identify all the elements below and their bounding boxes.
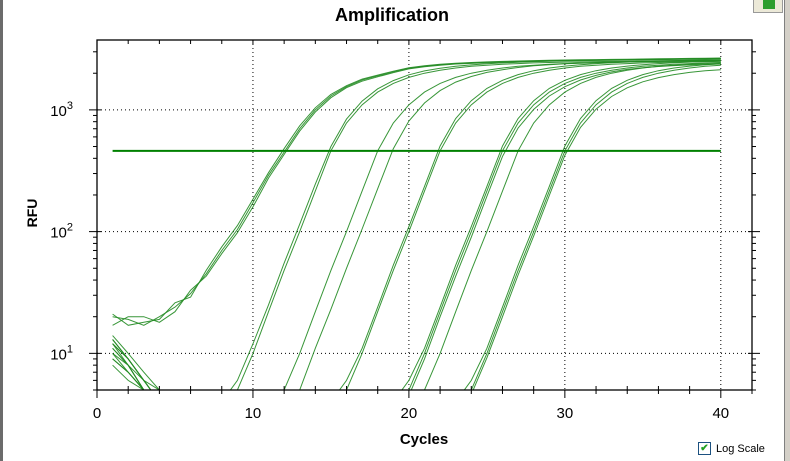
y-tick-label: 101 — [50, 343, 73, 363]
log-scale-label: Log Scale — [716, 442, 765, 455]
chart-tool-button[interactable] — [753, 0, 783, 13]
chart-tool-icon — [763, 0, 775, 9]
curves-group — [112, 57, 721, 390]
x-tick-label: 20 — [401, 405, 418, 422]
x-tick-label: 0 — [93, 405, 101, 422]
amplification-curve-14 — [112, 64, 721, 390]
amplification-curve-16 — [112, 69, 721, 390]
y-tick-base: 10 — [50, 225, 67, 242]
amplification-curve-10 — [112, 62, 721, 390]
x-tick-label: 40 — [712, 405, 729, 422]
amplification-curve-4 — [112, 59, 721, 390]
amplification-curve-15 — [112, 63, 721, 390]
x-tick-label: 30 — [557, 405, 574, 422]
amplification-curve-2 — [112, 57, 721, 326]
amplification-curve-11 — [112, 60, 721, 390]
window-border — [0, 0, 3, 461]
amplification-curve-13 — [112, 62, 721, 390]
x-tick-label: 10 — [245, 405, 262, 422]
amplification-curve-9 — [112, 59, 721, 390]
amplification-curve-12 — [112, 63, 721, 390]
y-tick-label: 103 — [50, 100, 73, 120]
y-tick-exponent: 2 — [67, 222, 73, 234]
chart-title: Amplification — [334, 5, 449, 25]
x-axis-label: Cycles — [399, 431, 449, 448]
log-scale-checkbox[interactable]: ✔ — [698, 442, 711, 455]
plot-frame — [96, 39, 753, 391]
amplification-curve-8 — [112, 60, 721, 390]
y-tick-exponent: 1 — [67, 343, 73, 355]
y-tick-base: 10 — [50, 346, 67, 363]
y-tick-label: 102 — [50, 222, 73, 242]
y-tick-base: 10 — [50, 103, 67, 120]
y-tick-exponent: 3 — [67, 100, 73, 112]
window-border-right — [784, 0, 790, 461]
log-scale-toggle[interactable]: ✔ Log Scale — [698, 442, 765, 455]
amplification-curve-5 — [112, 58, 721, 390]
